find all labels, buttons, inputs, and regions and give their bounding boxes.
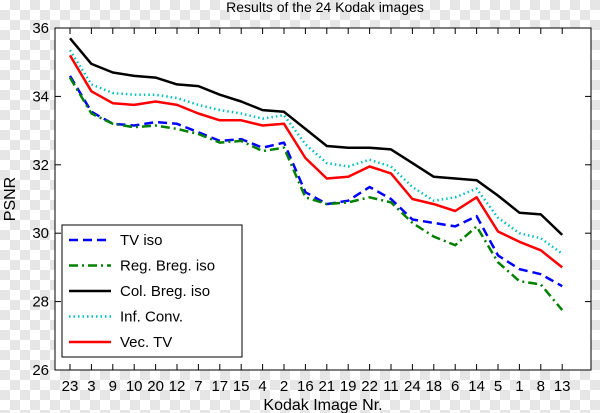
y-axis-label: PSNR xyxy=(2,177,19,221)
x-tick-label: 7 xyxy=(194,378,202,395)
series-layer xyxy=(68,37,564,311)
y-tick-label: 28 xyxy=(32,294,49,311)
legend-label: Reg. Breg. iso xyxy=(120,258,215,275)
y-tick-label: 34 xyxy=(32,88,49,105)
x-tick-label: 14 xyxy=(468,378,485,395)
x-axis: 23 3 9 10 20 12 7 17 15 4 2 16 21 19 22 11 24 18 6 14 5 1 8 13 xyxy=(62,28,571,395)
series-line-tv-iso xyxy=(68,75,563,288)
legend-label: TV iso xyxy=(120,232,163,249)
legend-label: Col. Breg. iso xyxy=(120,283,210,300)
x-tick-label: 6 xyxy=(451,378,459,395)
x-tick-label: 20 xyxy=(147,378,164,395)
x-tick-label: 24 xyxy=(404,378,421,395)
y-tick-label: 26 xyxy=(32,362,49,379)
x-tick-label: 15 xyxy=(233,378,250,395)
x-tick-label: 9 xyxy=(109,378,117,395)
x-tick-label: 17 xyxy=(211,378,228,395)
legend: TV iso Reg. Breg. iso Col. Breg. iso Inf. C… xyxy=(61,224,243,358)
series-line-vec-tv xyxy=(68,54,563,269)
x-tick-label: 18 xyxy=(425,378,442,395)
chart-title: Results of the 24 Kodak images xyxy=(226,0,424,15)
x-tick-label: 13 xyxy=(554,378,571,395)
x-tick-label: 12 xyxy=(169,378,186,395)
x-tick-label: 5 xyxy=(494,378,502,395)
y-tick-label: 30 xyxy=(32,225,49,242)
x-tick-label: 3 xyxy=(87,378,95,395)
series-line-inf-conv xyxy=(68,49,563,255)
y-tick-label: 32 xyxy=(32,157,49,174)
x-tick-label: 23 xyxy=(62,378,79,395)
x-tick-label: 4 xyxy=(258,378,266,395)
x-axis-label: Kodak Image Nr. xyxy=(263,397,382,413)
x-tick-label: 16 xyxy=(297,378,314,395)
x-tick-label: 8 xyxy=(537,378,545,395)
y-axis: 26 28 30 32 34 36 xyxy=(32,20,591,379)
x-tick-label: 10 xyxy=(126,378,143,395)
x-tick-label: 19 xyxy=(340,378,357,395)
series-line-reg-breg-iso xyxy=(68,76,564,311)
x-tick-label: 1 xyxy=(515,378,523,395)
legend-label: Vec. TV xyxy=(120,334,172,351)
legend-label: Inf. Conv. xyxy=(120,309,183,326)
x-tick-label: 2 xyxy=(280,378,288,395)
x-tick-label: 22 xyxy=(361,378,378,395)
x-tick-label: 11 xyxy=(383,378,399,395)
x-tick-label: 21 xyxy=(318,378,335,395)
series-line-col-breg-iso xyxy=(69,37,564,236)
y-tick-label: 36 xyxy=(32,20,49,37)
